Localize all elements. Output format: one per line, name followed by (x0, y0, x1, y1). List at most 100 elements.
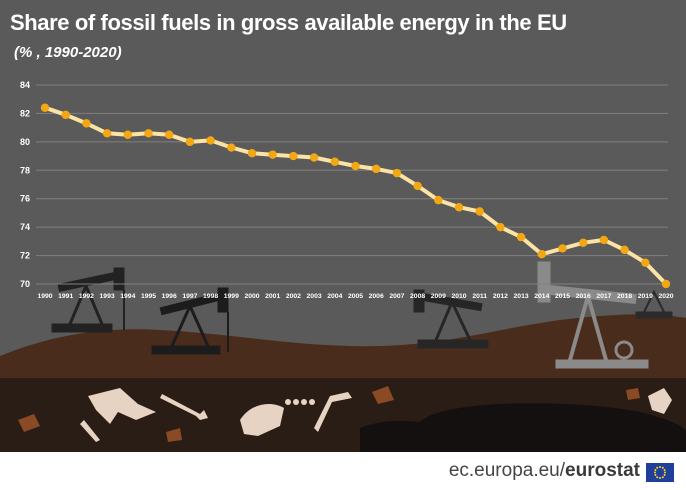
data-point-2002 (289, 151, 298, 161)
ground-hills (0, 314, 686, 380)
data-point-1996 (165, 130, 174, 139)
fossil-bone-1 (160, 394, 208, 420)
series-line-0 (43, 105, 668, 286)
x-tick-label-2001: 2001 (265, 293, 280, 300)
source-brand: eurostat (565, 460, 640, 481)
data-point-1992 (82, 119, 91, 128)
data-point-2012 (496, 222, 505, 232)
fossil-skull-2 (240, 404, 284, 436)
y-tick-label-72: 72 (20, 251, 30, 261)
fossil-bone-3 (314, 392, 352, 432)
x-tick-label-2019: 2019 (638, 293, 653, 300)
y-tick-label-74: 74 (20, 222, 30, 232)
data-point-1994 (123, 130, 132, 139)
x-tick-label-2012: 2012 (493, 293, 508, 300)
pumpjack-4 (537, 261, 649, 369)
fossil-vertebra-2 (293, 399, 299, 405)
pumpjack-1 (51, 267, 125, 333)
fossil-vertebra-1 (285, 399, 291, 405)
fossil-bone-2 (80, 420, 100, 442)
x-tick-label-2000: 2000 (244, 293, 259, 300)
data-point-1995 (144, 129, 153, 138)
chart-subtitle: (% , 1990-2020) (14, 44, 122, 61)
x-tick-label-2003: 2003 (307, 293, 322, 300)
x-tick-label-1998: 1998 (203, 293, 218, 300)
fossil-fish (648, 388, 672, 414)
data-point-2014 (537, 249, 546, 259)
data-point-2011 (475, 207, 484, 216)
footer: ec.europa.eu/eurostat (0, 452, 686, 490)
x-tick-label-2018: 2018 (617, 293, 632, 300)
source-site: ec.europa.eu/ (448, 460, 566, 481)
data-point-2013 (516, 232, 526, 242)
x-tick-label-2013: 2013 (514, 293, 529, 300)
data-point-2006 (372, 164, 381, 174)
x-tick-label-1995: 1995 (141, 293, 156, 300)
y-tick-label-80: 80 (20, 137, 30, 147)
fossil-vertebra-3 (301, 399, 307, 405)
data-point-2004 (330, 157, 339, 166)
data-point-1999 (227, 143, 236, 152)
y-tick-label-82: 82 (20, 108, 30, 118)
x-tick-label-2004: 2004 (327, 293, 342, 300)
fossils (80, 388, 672, 442)
data-point-2015 (558, 244, 567, 253)
fossil-skull-1 (88, 388, 156, 424)
fossil-vertebra-4 (309, 399, 315, 405)
data-point-2008 (413, 181, 422, 191)
data-point-2017 (599, 235, 609, 245)
y-tick-label-84: 84 (20, 80, 30, 90)
data-point-2003 (309, 153, 319, 162)
x-tick-label-1991: 1991 (58, 293, 73, 300)
data-point-1993 (102, 129, 112, 138)
x-tick-label-2002: 2002 (286, 293, 301, 300)
data-point-2007 (392, 168, 402, 178)
x-tick-label-2009: 2009 (431, 293, 446, 300)
data-point-2000 (247, 149, 257, 158)
x-tick-label-2007: 2007 (389, 293, 404, 300)
chart-title: Share of fossil fuels in gross available… (10, 10, 567, 35)
oil-reservoir-shape (360, 403, 686, 452)
data-point-2005 (351, 161, 360, 171)
chart-panel: 70 72 74 76 78 80 82 84 1990 1991 1992 1993 1994 199… (0, 0, 686, 452)
oil-field-illustration (0, 261, 686, 452)
x-tick-label-2020: 2020 (658, 293, 673, 300)
gridlines (36, 84, 668, 285)
x-tick-label-2006: 2006 (369, 293, 384, 300)
x-axis: 1990 1991 1992 1993 1994 1995 1996 1997 1998 1999… (37, 293, 673, 300)
data-point-2009 (434, 195, 443, 205)
x-tick-label-1994: 1994 (120, 293, 135, 300)
x-tick-label-2017: 2017 (596, 293, 611, 300)
source-credit[interactable]: ec.europa.eu/eurostat (449, 460, 640, 482)
x-tick-label-1990: 1990 (37, 293, 52, 300)
x-tick-label-1993: 1993 (100, 293, 115, 300)
data-point-2018 (620, 245, 629, 255)
data-point-2001 (268, 150, 277, 159)
x-tick-label-1999: 1999 (224, 293, 239, 300)
x-tick-label-2016: 2016 (576, 293, 591, 300)
x-tick-label-2005: 2005 (348, 293, 363, 300)
y-tick-label-78: 78 (20, 165, 30, 175)
x-tick-label-2008: 2008 (410, 293, 425, 300)
data-point-2019 (641, 258, 650, 267)
data-point-2020 (661, 279, 671, 289)
x-tick-label-1997: 1997 (182, 293, 197, 300)
data-point-1997 (185, 137, 195, 147)
x-tick-label-2010: 2010 (451, 293, 466, 300)
data-point-2010 (454, 203, 464, 212)
x-tick-label-2015: 2015 (555, 293, 570, 300)
x-tick-label-1996: 1996 (162, 293, 177, 300)
data-point-1991 (61, 110, 70, 120)
x-tick-label-2014: 2014 (534, 293, 549, 300)
x-tick-label-2011: 2011 (472, 293, 487, 300)
x-tick-label-1992: 1992 (79, 293, 94, 300)
y-axis: 70 72 74 76 78 80 82 84 (20, 80, 30, 289)
series-line (43, 105, 668, 286)
series-markers (40, 103, 671, 289)
data-point-1998 (206, 136, 215, 145)
data-point-2016 (579, 238, 588, 247)
pumpjack-3 (413, 289, 489, 349)
data-point-1990 (40, 103, 50, 112)
